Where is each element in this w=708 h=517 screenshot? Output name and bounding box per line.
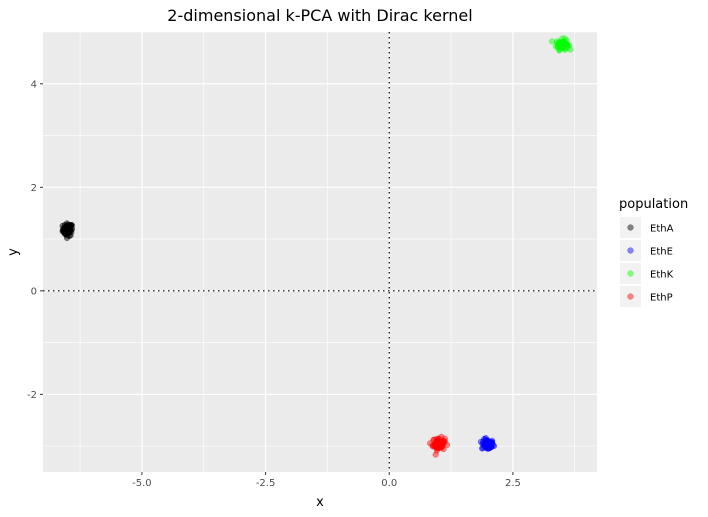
legend-title: population bbox=[619, 197, 688, 212]
data-point bbox=[69, 225, 76, 232]
data-point bbox=[432, 451, 439, 458]
legend-swatch bbox=[627, 224, 634, 231]
legend-item-etha: EthA bbox=[620, 217, 674, 238]
chart-title: 2-dimensional k-PCA with Dirac kernel bbox=[167, 6, 472, 25]
legend-swatch bbox=[627, 270, 634, 277]
x-tick-label: -2.5 bbox=[256, 478, 276, 489]
data-point bbox=[559, 35, 566, 42]
data-points bbox=[59, 35, 574, 458]
y-axis-title: y bbox=[6, 248, 21, 256]
legend-swatch bbox=[627, 247, 634, 254]
data-point bbox=[434, 444, 441, 451]
x-tick-label: 0.0 bbox=[381, 478, 397, 489]
legend-item-ethe: EthE bbox=[620, 240, 673, 261]
legend-key bbox=[620, 240, 641, 261]
series-ethe bbox=[477, 435, 498, 452]
series-ethp bbox=[427, 433, 451, 458]
y-axis: -2 0 2 4 bbox=[27, 79, 43, 401]
legend-label: EthP bbox=[650, 293, 673, 304]
plot-panel bbox=[43, 32, 597, 472]
data-point bbox=[438, 433, 445, 440]
data-point bbox=[556, 47, 563, 54]
reference-lines bbox=[43, 32, 597, 472]
legend-label: EthA bbox=[650, 224, 674, 235]
legend-key bbox=[620, 217, 641, 238]
y-tick-label: -2 bbox=[27, 390, 37, 401]
data-point bbox=[438, 439, 445, 446]
legend-key bbox=[620, 263, 641, 284]
data-point bbox=[484, 438, 491, 445]
x-axis: -5.0 -2.5 0.0 2.5 bbox=[132, 472, 521, 489]
legend-item-ethp: EthP bbox=[620, 286, 673, 307]
data-point bbox=[62, 224, 69, 231]
legend-label: EthK bbox=[650, 270, 674, 281]
x-tick-label: -5.0 bbox=[132, 478, 152, 489]
data-point bbox=[548, 38, 556, 45]
x-axis-title: x bbox=[316, 495, 324, 510]
data-point bbox=[62, 230, 69, 237]
series-ethk bbox=[548, 35, 574, 54]
data-point bbox=[486, 440, 494, 447]
data-point bbox=[430, 437, 437, 444]
legend: EthA EthE EthK EthP bbox=[620, 217, 674, 307]
legend-label: EthE bbox=[650, 247, 673, 258]
y-tick-label: 4 bbox=[31, 79, 37, 90]
data-point bbox=[435, 444, 442, 451]
y-tick-label: 0 bbox=[31, 286, 37, 297]
series-etha bbox=[59, 220, 76, 241]
data-point bbox=[564, 42, 571, 49]
legend-item-ethk: EthK bbox=[620, 263, 674, 284]
legend-key bbox=[620, 286, 641, 307]
x-tick-label: 2.5 bbox=[505, 478, 521, 489]
y-tick-label: 2 bbox=[31, 183, 37, 194]
data-point bbox=[488, 440, 495, 447]
data-point bbox=[556, 40, 563, 48]
legend-swatch bbox=[627, 293, 634, 300]
